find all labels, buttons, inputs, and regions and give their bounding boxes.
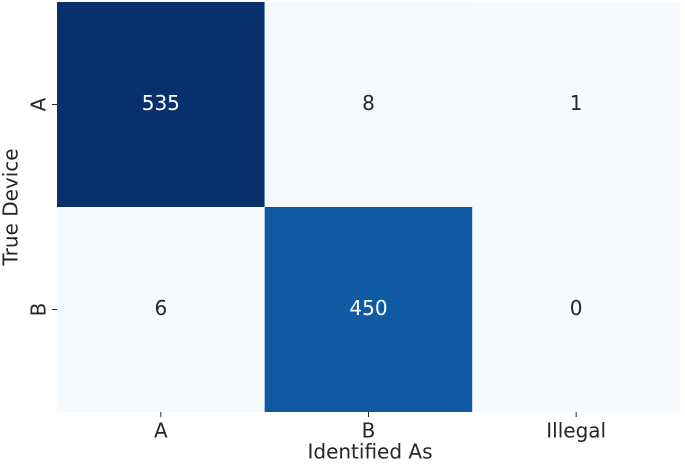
cell-label: 6	[154, 296, 167, 320]
x-tick-label: Illegal	[546, 419, 606, 443]
cell	[472, 2, 680, 207]
x-tick-label: A	[154, 419, 168, 443]
cell-label: 8	[362, 91, 375, 115]
x-axis-label: Identified As	[307, 440, 432, 464]
cell	[57, 207, 265, 412]
y-tick-label: A	[27, 97, 51, 111]
cell-label: 1	[570, 91, 583, 115]
cell-label: 535	[142, 91, 180, 115]
cell	[264, 207, 473, 412]
y-tick-label: B	[27, 303, 51, 317]
x-tick-label: B	[362, 419, 376, 443]
y-axis-label: True Device	[0, 148, 23, 266]
cell	[472, 207, 680, 412]
cell-label: 450	[349, 296, 387, 320]
cell	[264, 2, 473, 207]
cell-label: 0	[570, 296, 583, 320]
cell	[57, 2, 265, 207]
